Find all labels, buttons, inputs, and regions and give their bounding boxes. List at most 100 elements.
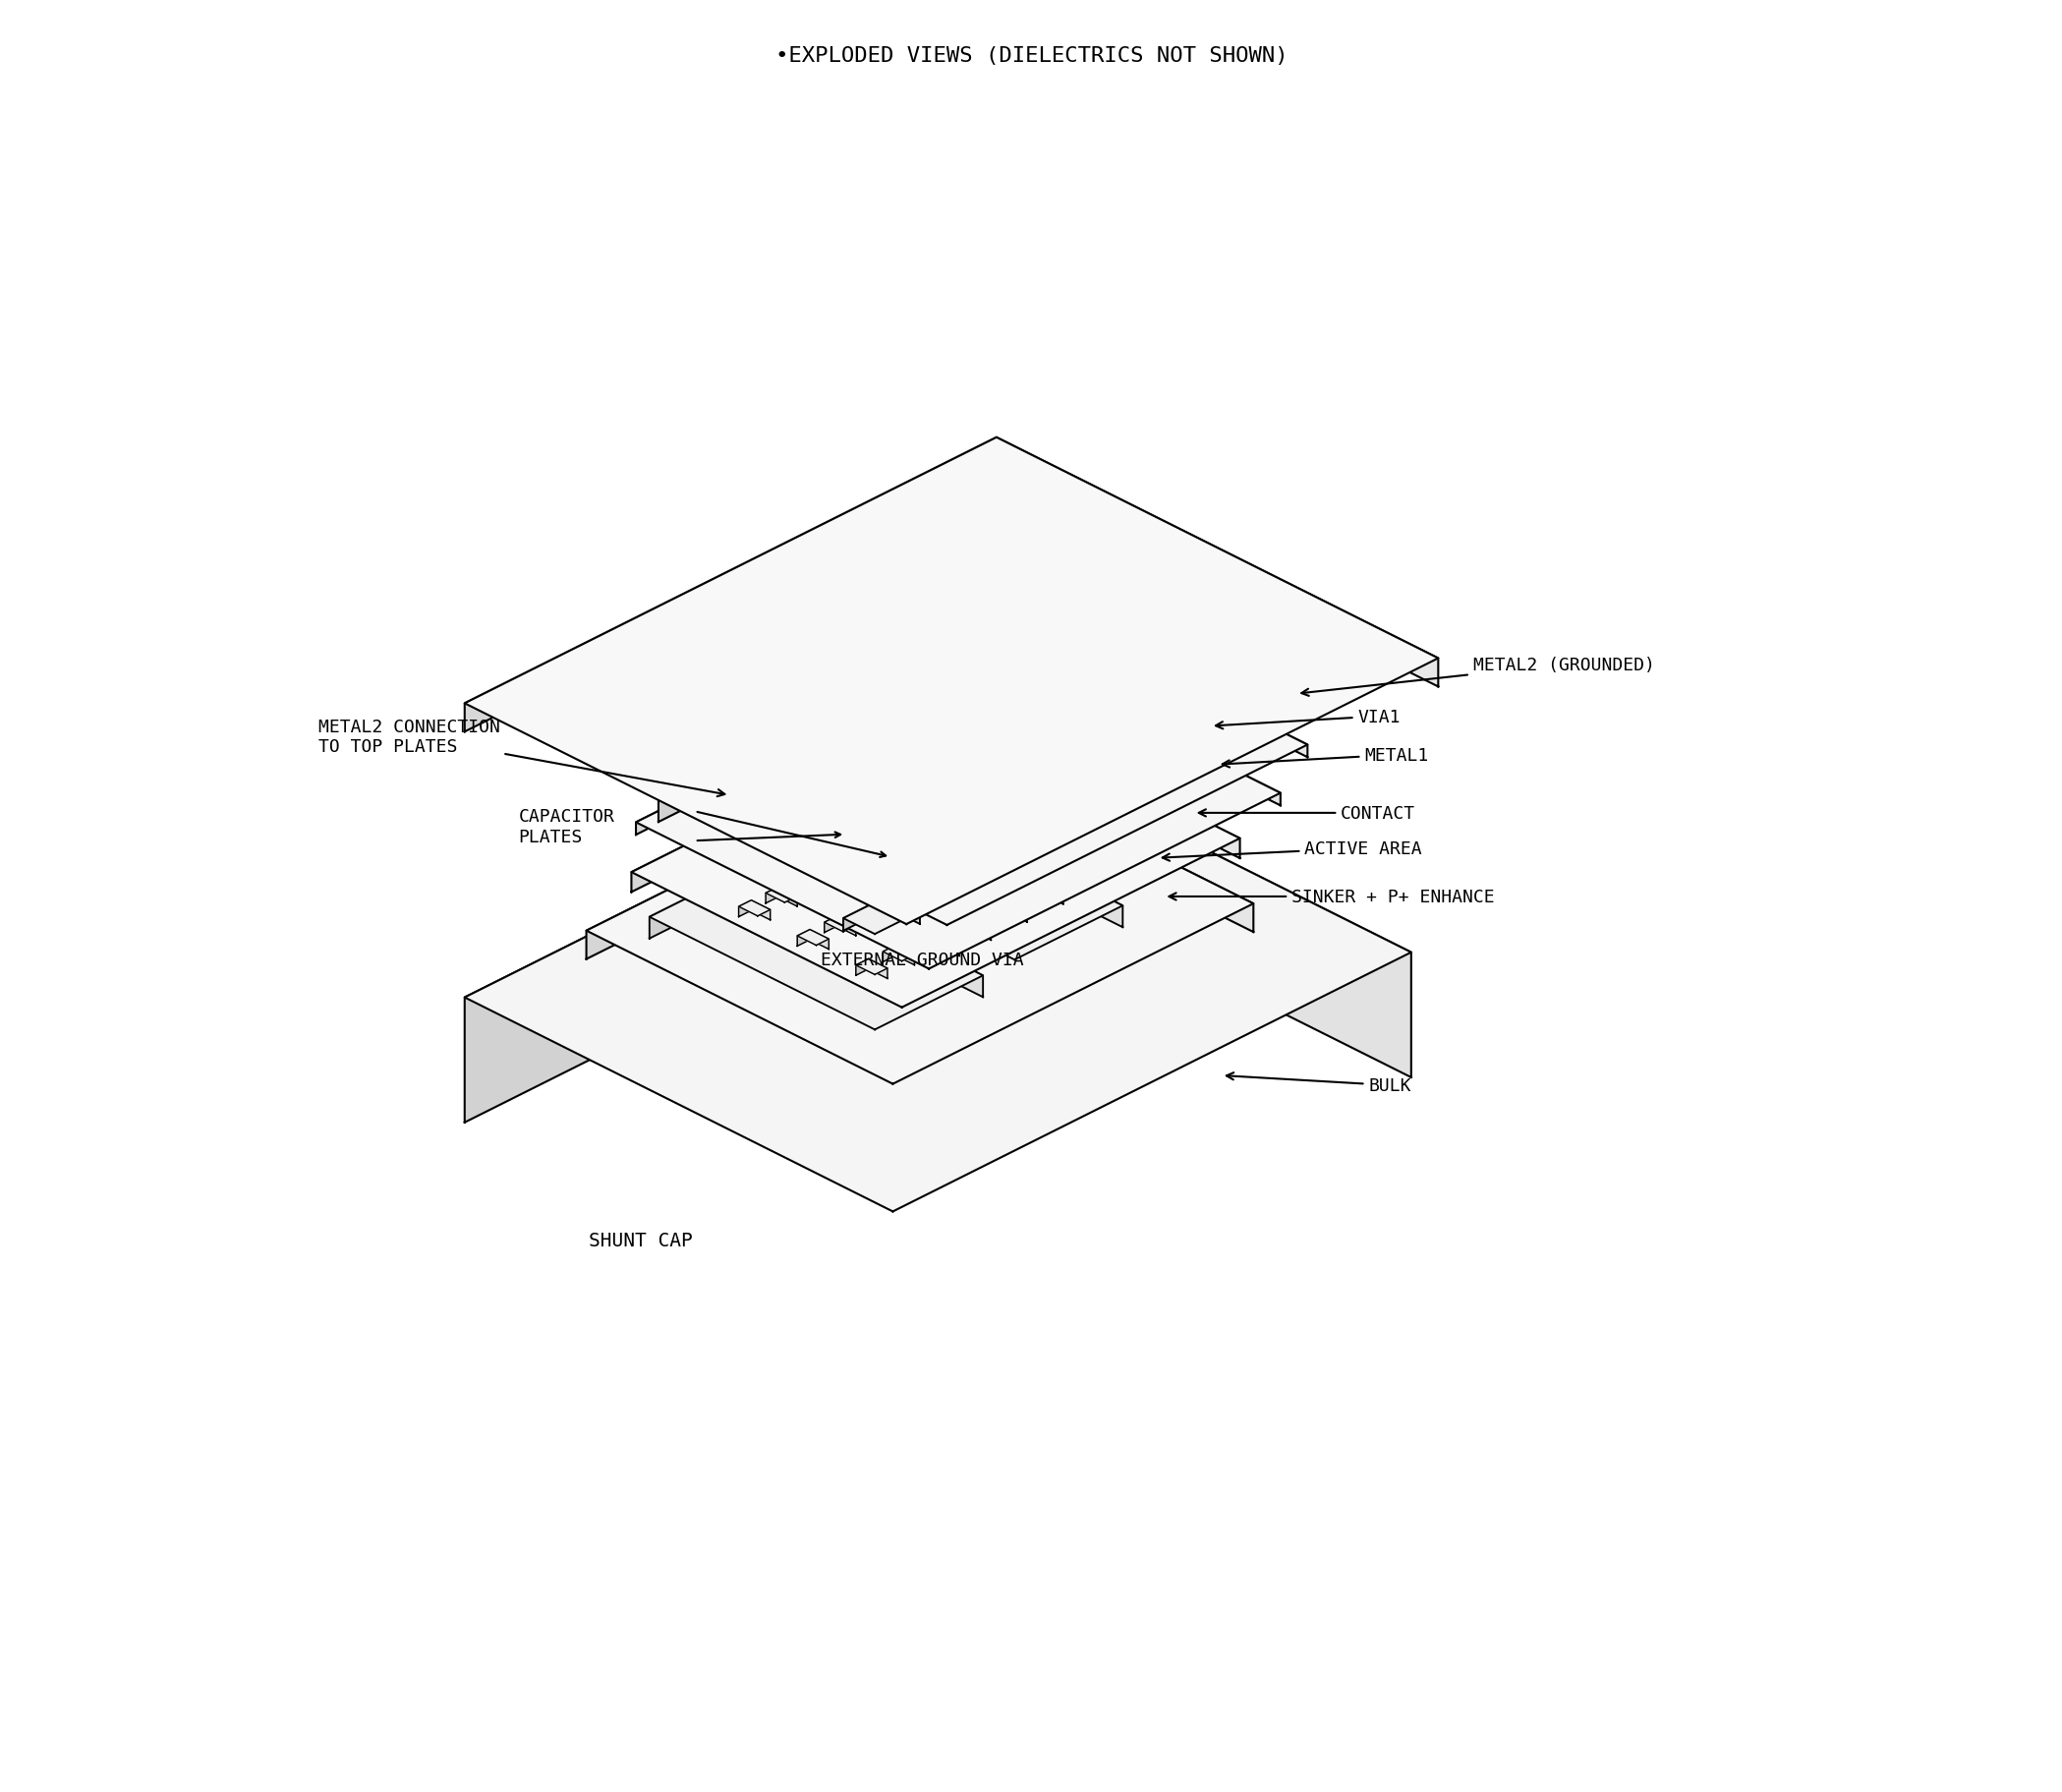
Polygon shape <box>951 728 971 753</box>
Polygon shape <box>973 855 986 873</box>
Polygon shape <box>883 946 913 962</box>
Polygon shape <box>631 704 969 892</box>
Polygon shape <box>1064 745 1078 769</box>
Polygon shape <box>988 647 1281 806</box>
Polygon shape <box>979 692 1169 794</box>
Polygon shape <box>771 728 790 753</box>
Polygon shape <box>907 659 926 685</box>
Polygon shape <box>833 815 852 835</box>
Polygon shape <box>798 930 810 946</box>
Polygon shape <box>784 833 814 849</box>
Polygon shape <box>984 738 1410 1077</box>
Polygon shape <box>940 794 1111 887</box>
Polygon shape <box>936 728 971 744</box>
Polygon shape <box>1027 683 1060 699</box>
Polygon shape <box>658 751 757 823</box>
Polygon shape <box>829 738 1010 828</box>
Polygon shape <box>868 797 887 817</box>
Polygon shape <box>790 794 897 869</box>
Polygon shape <box>1107 724 1122 745</box>
Polygon shape <box>973 790 988 814</box>
Polygon shape <box>878 844 909 860</box>
Polygon shape <box>1008 903 1027 923</box>
Text: SHUNT CAP: SHUNT CAP <box>588 1231 693 1249</box>
Polygon shape <box>823 878 843 898</box>
Polygon shape <box>738 901 771 916</box>
Polygon shape <box>942 814 961 839</box>
Polygon shape <box>635 647 988 835</box>
Polygon shape <box>889 896 920 925</box>
Text: EXTERNAL GROUND VIA: EXTERNAL GROUND VIA <box>821 952 1025 969</box>
Polygon shape <box>866 756 1039 851</box>
Polygon shape <box>784 833 796 849</box>
Polygon shape <box>792 720 965 814</box>
Polygon shape <box>946 751 1254 932</box>
Polygon shape <box>757 751 821 805</box>
Polygon shape <box>856 862 874 882</box>
Polygon shape <box>903 776 1085 866</box>
Polygon shape <box>1043 885 1064 905</box>
Polygon shape <box>751 901 771 921</box>
Polygon shape <box>973 855 1004 871</box>
Polygon shape <box>586 751 1254 1084</box>
Polygon shape <box>825 916 856 932</box>
Polygon shape <box>996 903 1027 919</box>
Polygon shape <box>1019 769 1052 785</box>
Polygon shape <box>969 704 1239 858</box>
Text: CONTACT: CONTACT <box>1198 805 1415 823</box>
Polygon shape <box>738 901 751 918</box>
Polygon shape <box>847 683 880 699</box>
Polygon shape <box>843 862 874 878</box>
Polygon shape <box>959 921 971 937</box>
Polygon shape <box>870 907 901 923</box>
Polygon shape <box>874 735 1045 828</box>
Text: METAL2 CONNECTION
TO TOP PLATES: METAL2 CONNECTION TO TOP PLATES <box>318 719 724 797</box>
Polygon shape <box>631 588 1307 925</box>
Polygon shape <box>862 772 880 797</box>
Polygon shape <box>982 704 996 728</box>
Text: BULK: BULK <box>1227 1073 1410 1095</box>
Polygon shape <box>992 588 1307 758</box>
Polygon shape <box>586 751 946 959</box>
Polygon shape <box>765 849 784 869</box>
Polygon shape <box>936 874 969 889</box>
Polygon shape <box>843 896 889 932</box>
Polygon shape <box>911 753 1093 842</box>
Polygon shape <box>856 797 868 814</box>
Polygon shape <box>870 907 883 925</box>
Polygon shape <box>893 751 926 767</box>
Polygon shape <box>949 772 1120 866</box>
Polygon shape <box>893 751 907 774</box>
Polygon shape <box>874 735 1056 824</box>
Polygon shape <box>821 815 852 831</box>
Polygon shape <box>847 683 862 706</box>
Polygon shape <box>856 797 887 814</box>
Polygon shape <box>1041 683 1060 708</box>
Polygon shape <box>996 704 1015 731</box>
Polygon shape <box>868 959 887 978</box>
Polygon shape <box>631 588 992 780</box>
Polygon shape <box>810 878 843 894</box>
Polygon shape <box>936 874 951 891</box>
Text: •EXPLODED VIEWS (DIELECTRICS NOT SHOWN): •EXPLODED VIEWS (DIELECTRICS NOT SHOWN) <box>775 47 1289 66</box>
Polygon shape <box>464 437 1437 925</box>
Polygon shape <box>891 844 909 864</box>
Polygon shape <box>913 826 928 842</box>
Polygon shape <box>901 892 932 907</box>
Polygon shape <box>951 874 969 894</box>
Polygon shape <box>658 751 821 831</box>
Polygon shape <box>810 878 823 894</box>
Polygon shape <box>763 796 961 894</box>
Polygon shape <box>893 659 926 677</box>
Polygon shape <box>928 937 959 953</box>
Polygon shape <box>1120 772 1130 783</box>
Polygon shape <box>928 937 940 953</box>
Polygon shape <box>965 720 973 733</box>
Polygon shape <box>464 738 1410 1211</box>
Polygon shape <box>1064 745 1097 762</box>
Polygon shape <box>843 862 856 878</box>
Polygon shape <box>635 647 1281 969</box>
Polygon shape <box>996 437 1437 686</box>
Polygon shape <box>1019 769 1033 792</box>
Polygon shape <box>928 814 942 837</box>
